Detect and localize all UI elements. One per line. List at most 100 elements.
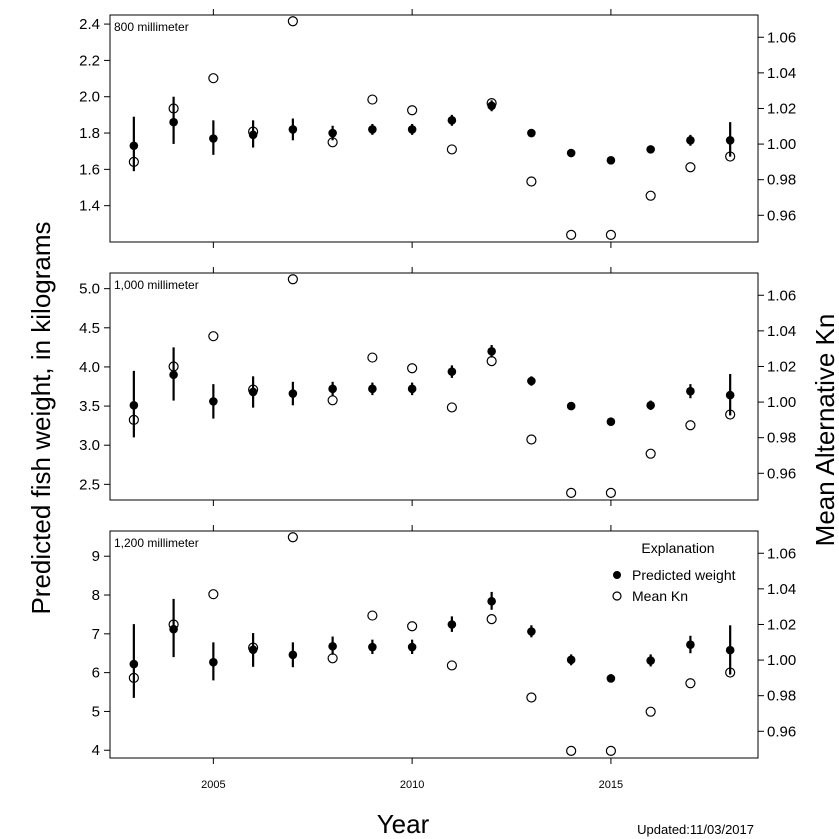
mean-kn-point bbox=[685, 162, 696, 173]
predicted-weight-point bbox=[646, 656, 655, 665]
predicted-weight-point bbox=[646, 400, 655, 410]
predicted-weight-point bbox=[646, 145, 655, 154]
y-right-tick-label: 0.96 bbox=[767, 207, 796, 224]
predicted-weight-point bbox=[288, 125, 298, 134]
y-left-tick-label: 9 bbox=[92, 548, 100, 565]
mean-kn-point bbox=[566, 487, 577, 498]
y-right-tick-label: 1.04 bbox=[767, 65, 796, 82]
mean-kn-point bbox=[287, 16, 298, 27]
plot-frame bbox=[109, 14, 759, 243]
y-right-tick-label: 1.02 bbox=[767, 358, 796, 375]
updated-date: Updated:11/03/2017 bbox=[637, 822, 754, 837]
mean-kn-point bbox=[407, 363, 418, 374]
predicted-weight-point bbox=[328, 641, 337, 651]
mean-kn-point bbox=[566, 229, 577, 240]
y-axis-title-right: Mean Alternative Kn bbox=[810, 314, 839, 547]
predicted-weight-point bbox=[407, 125, 417, 134]
mean-kn-point bbox=[645, 706, 656, 717]
y-left-tick-label: 1.6 bbox=[79, 161, 100, 178]
y-right-tick-label: 1.06 bbox=[767, 545, 796, 562]
predicted-weight-point bbox=[606, 674, 616, 683]
mean-kn-point bbox=[327, 395, 338, 406]
predicted-weight-point bbox=[725, 390, 735, 400]
predicted-weight-point bbox=[686, 640, 695, 649]
y-left-tick-label: 4.0 bbox=[79, 359, 100, 376]
plot-frame bbox=[109, 530, 759, 759]
panel-1: 800 millimeter 1.4 1.6 1.8 2.0 2.2 2.4 0.96 0.98… bbox=[79, 9, 796, 248]
y-right-tick-label: 1.00 bbox=[767, 394, 796, 411]
predicted-weight-point bbox=[447, 620, 457, 629]
legend-label-predicted-weight: Predicted weight bbox=[632, 567, 736, 583]
y-left-tick-label: 8 bbox=[92, 587, 100, 604]
predicted-weight-point bbox=[129, 400, 139, 410]
mean-kn-point bbox=[407, 105, 418, 116]
predicted-weight-point bbox=[566, 655, 576, 665]
y-left-tick-label: 5.0 bbox=[79, 281, 100, 298]
predicted-weight-point bbox=[248, 645, 258, 655]
predicted-weight-point bbox=[447, 367, 457, 376]
y-right-tick-label: 1.00 bbox=[767, 652, 796, 669]
y-right-tick-label: 1.00 bbox=[767, 136, 796, 153]
mean-kn-point bbox=[208, 331, 219, 342]
legend-label-mean-kn: Mean Kn bbox=[632, 588, 688, 604]
mean-kn-point bbox=[367, 610, 378, 621]
y-left-tick-label: 7 bbox=[92, 626, 100, 643]
predicted-weight-point bbox=[169, 117, 178, 127]
mean-kn-point bbox=[566, 745, 577, 756]
predicted-weight-point bbox=[487, 596, 496, 606]
panel-2: 1,000 millimeter 2.5 3.0 3.5 4.0 4.5 5.0 0.96 0.… bbox=[79, 267, 796, 506]
predicted-weight-point bbox=[606, 155, 616, 165]
y-right-tick-label: 1.06 bbox=[767, 287, 796, 304]
legend-marker-mean-kn bbox=[612, 591, 622, 601]
panel-label: 1,000 millimeter bbox=[114, 278, 199, 292]
y-left-tick-label: 5 bbox=[92, 703, 100, 720]
x-tick-label: 2015 bbox=[599, 779, 623, 791]
y-right-tick-label: 0.98 bbox=[767, 688, 796, 705]
mean-kn-point bbox=[446, 144, 457, 155]
predicted-weight-point bbox=[209, 657, 218, 667]
predicted-weight-point bbox=[328, 384, 337, 394]
legend: Explanation Predicted weight Mean Kn bbox=[612, 540, 736, 604]
mean-kn-point bbox=[605, 229, 617, 240]
predicted-weight-point bbox=[368, 384, 377, 394]
predicted-weight-point bbox=[209, 397, 218, 406]
predicted-weight-point bbox=[527, 128, 536, 138]
predicted-weight-point bbox=[328, 128, 337, 138]
mean-kn-point bbox=[526, 176, 537, 187]
y-right-tick-label: 1.04 bbox=[767, 581, 796, 598]
mean-kn-point bbox=[486, 614, 497, 625]
mean-kn-point bbox=[645, 190, 656, 201]
mean-kn-point bbox=[446, 402, 457, 413]
x-axis-title: Year bbox=[377, 809, 430, 839]
y-right-tick-label: 0.98 bbox=[767, 430, 796, 447]
mean-kn-point bbox=[605, 745, 617, 756]
predicted-weight-point bbox=[725, 645, 735, 655]
predicted-weight-point bbox=[248, 387, 258, 397]
y-right-tick-label: 1.02 bbox=[767, 100, 796, 117]
y-left-tick-label: 1.4 bbox=[79, 198, 100, 215]
y-left-tick-label: 2.5 bbox=[79, 476, 100, 493]
predicted-weight-point bbox=[169, 624, 178, 634]
mean-kn-point bbox=[287, 274, 298, 285]
mean-kn-point bbox=[605, 487, 617, 498]
predicted-weight-point bbox=[566, 148, 576, 158]
panel-label: 800 millimeter bbox=[114, 20, 189, 34]
predicted-weight-point bbox=[129, 141, 139, 151]
panel-label: 1,200 millimeter bbox=[114, 536, 199, 550]
y-left-tick-label: 1.8 bbox=[79, 125, 100, 142]
predicted-weight-point bbox=[606, 417, 616, 427]
predicted-weight-point bbox=[407, 384, 417, 394]
mean-kn-point bbox=[367, 94, 378, 105]
mean-kn-point bbox=[685, 678, 696, 689]
mean-kn-point bbox=[526, 692, 537, 703]
predicted-weight-point bbox=[527, 627, 536, 636]
predicted-weight-point bbox=[407, 642, 417, 652]
predicted-weight-point bbox=[686, 136, 695, 145]
y-left-tick-label: 2.4 bbox=[79, 16, 100, 33]
mean-kn-point bbox=[208, 589, 219, 600]
y-axis-title-left: Predicted fish weight, in kilograms bbox=[26, 221, 56, 614]
predicted-weight-point bbox=[288, 389, 298, 398]
y-left-tick-label: 4 bbox=[92, 742, 100, 759]
predicted-weight-point bbox=[368, 642, 377, 652]
